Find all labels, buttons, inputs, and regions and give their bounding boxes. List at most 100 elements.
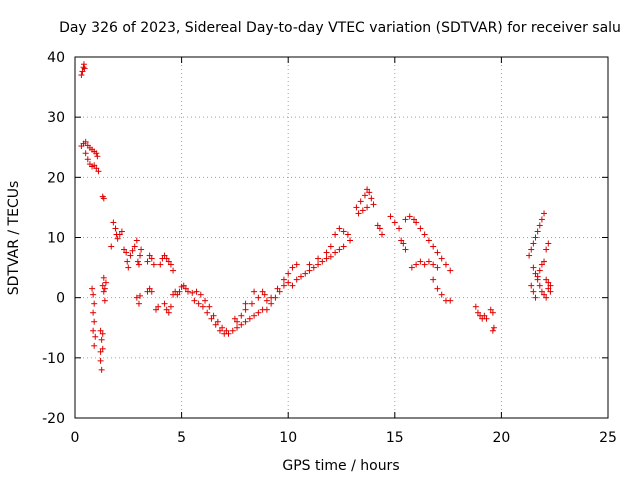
data-point — [289, 264, 296, 271]
data-point — [368, 195, 375, 202]
y-tick-label: 40 — [47, 50, 65, 66]
data-point — [163, 306, 170, 313]
data-point — [102, 279, 109, 286]
data-point — [231, 315, 238, 322]
data-point — [447, 297, 454, 304]
data-point — [148, 288, 155, 295]
data-point — [430, 261, 437, 268]
data-point — [438, 291, 445, 298]
data-point — [81, 65, 88, 72]
data-point — [82, 138, 89, 145]
data-point — [148, 255, 155, 262]
data-point — [538, 216, 545, 223]
data-point — [248, 300, 255, 307]
data-point — [234, 324, 241, 331]
data-point — [223, 327, 230, 334]
data-point — [182, 285, 189, 292]
data-point — [406, 213, 413, 220]
y-tick-label: 20 — [47, 170, 65, 186]
data-point — [306, 261, 313, 268]
data-point — [99, 282, 106, 289]
data-point — [189, 289, 196, 296]
data-point — [370, 201, 377, 208]
data-point — [364, 204, 371, 211]
data-point — [425, 258, 432, 265]
data-point — [302, 270, 309, 277]
data-point — [323, 255, 330, 262]
data-point — [155, 303, 162, 310]
data-point — [78, 72, 85, 79]
data-point — [193, 288, 200, 295]
data-point — [289, 282, 296, 289]
data-point — [336, 225, 343, 232]
data-point — [285, 270, 292, 277]
data-point — [545, 285, 552, 292]
data-point — [197, 291, 204, 298]
data-point — [157, 261, 164, 268]
data-point — [98, 366, 105, 373]
data-point — [101, 285, 108, 292]
data-point — [135, 300, 142, 307]
data-point — [489, 327, 496, 334]
data-point — [229, 327, 236, 334]
data-point — [90, 327, 97, 334]
data-point — [214, 318, 221, 325]
data-point — [430, 276, 437, 283]
data-point — [315, 261, 322, 268]
data-point — [545, 279, 552, 286]
data-point — [438, 255, 445, 262]
y-tick-label: -20 — [42, 411, 65, 427]
data-point — [144, 258, 151, 265]
data-point — [402, 216, 409, 223]
data-point — [336, 246, 343, 253]
data-point — [417, 225, 424, 232]
x-tick-label: 5 — [177, 430, 186, 446]
data-points — [78, 61, 554, 373]
data-point — [543, 276, 550, 283]
data-point — [216, 327, 223, 334]
data-point — [225, 330, 232, 337]
data-point — [133, 237, 140, 244]
data-point — [146, 285, 153, 292]
data-point — [536, 267, 543, 274]
y-tick-label: -10 — [42, 351, 65, 367]
data-point — [91, 342, 98, 349]
x-axis-label: GPS time / hours — [282, 458, 399, 474]
data-point — [97, 327, 104, 334]
data-point — [125, 264, 132, 271]
data-point — [327, 243, 334, 250]
data-point — [447, 267, 454, 274]
x-tick-label: 15 — [386, 430, 404, 446]
data-point — [97, 348, 104, 355]
grid-lines — [75, 57, 608, 418]
data-point — [95, 168, 102, 175]
data-point — [541, 258, 548, 265]
data-point — [135, 261, 142, 268]
data-point — [293, 276, 300, 283]
data-point — [543, 246, 550, 253]
x-tick-label: 10 — [279, 430, 297, 446]
data-point — [118, 228, 125, 235]
data-point — [251, 312, 258, 319]
data-point — [547, 282, 554, 289]
data-point — [538, 288, 545, 295]
data-point — [195, 300, 202, 307]
data-point — [219, 324, 226, 331]
data-point — [340, 243, 347, 250]
data-point — [323, 249, 330, 256]
data-point — [242, 306, 249, 313]
data-point — [268, 300, 275, 307]
y-tick-label: 0 — [56, 291, 65, 307]
data-point — [534, 273, 541, 280]
y-axis-label: SDTVAR / TECUs — [6, 181, 22, 296]
data-point — [536, 222, 543, 229]
data-point — [138, 246, 145, 253]
data-point — [538, 261, 545, 268]
data-point — [263, 306, 270, 313]
data-point — [306, 267, 313, 274]
axis-ticks — [74, 56, 609, 419]
x-tick-labels: 0 5 10 15 20 25 — [71, 430, 617, 446]
data-point — [110, 219, 117, 226]
data-point — [274, 285, 281, 292]
